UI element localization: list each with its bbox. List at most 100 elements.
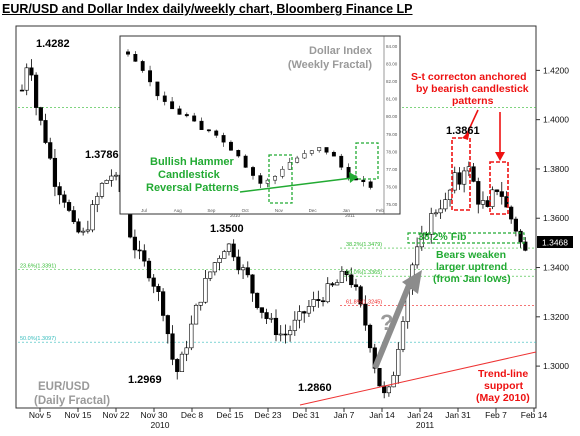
inset-month-label: Dec	[309, 208, 318, 213]
fib-annotation: 38.2% Fib	[418, 231, 466, 243]
date-tick-label: Nov 22	[103, 410, 130, 420]
candle-body	[259, 307, 264, 313]
question-mark: ?	[380, 310, 393, 335]
fib-level-label: 38.2%(1.3479)	[346, 242, 382, 248]
date-tick-label: Feb 14	[521, 410, 548, 420]
candle-body	[90, 204, 95, 231]
inset-candle-body	[331, 152, 336, 157]
year-label: 2011	[416, 420, 435, 430]
candle-body	[382, 385, 387, 394]
candle-body	[48, 142, 53, 159]
hammer-arrow	[239, 177, 353, 193]
candle-body	[302, 311, 307, 314]
candle-body	[151, 277, 156, 287]
inset-candle-body	[177, 108, 182, 115]
inset-candle-body	[140, 61, 145, 71]
candle-body	[264, 312, 269, 319]
candle-body	[85, 229, 90, 232]
fib-levels	[18, 107, 536, 343]
date-tick-label: Nov 5	[29, 410, 51, 420]
candle-body	[518, 230, 523, 243]
candle-body	[217, 258, 222, 263]
bearish-arrow-1-head	[462, 130, 470, 140]
candle-body	[34, 74, 39, 108]
bearish-arrow-1	[465, 109, 479, 137]
inset-candle-body	[155, 81, 160, 97]
hammer-box-1	[268, 154, 293, 204]
inset-candle-body	[126, 51, 130, 55]
price-tick-label: 1.3800	[543, 164, 569, 174]
candle-body	[358, 286, 363, 305]
support-zone	[407, 232, 525, 244]
candle-body	[137, 249, 142, 252]
inset-month-label: Nov	[275, 208, 284, 213]
candle-body	[513, 218, 518, 232]
inset-title-line-1: Dollar Index	[309, 45, 373, 57]
candle-body	[52, 157, 58, 187]
candle-body	[109, 175, 114, 181]
candle-body	[240, 267, 246, 271]
candle-body	[175, 359, 180, 372]
bears-note-line-3: (from Jan lows)	[433, 273, 511, 285]
inset-candle-body	[162, 95, 167, 102]
candle-body	[457, 172, 462, 185]
inset-price-label: 81.00	[386, 97, 398, 102]
candle-body	[184, 347, 189, 355]
date-tick-label: Dec 31	[293, 410, 320, 420]
candle-body	[203, 278, 208, 303]
inset-price-label: 84.00	[386, 44, 398, 49]
candle-body	[438, 208, 443, 214]
price-tick-label: 1.4200	[543, 65, 569, 75]
candle-body	[288, 330, 293, 336]
candle-body	[236, 256, 241, 271]
inset-candle-body	[258, 175, 263, 184]
hammer-note-line-3: Reversal Patterns	[146, 182, 239, 194]
bears-note-line-2: larger uptrend	[436, 261, 507, 273]
candle-body	[386, 386, 391, 394]
candle-body	[66, 202, 72, 211]
candle-body	[424, 233, 429, 236]
candle-body	[367, 324, 373, 349]
candle-body	[76, 221, 81, 233]
inset-frame	[119, 35, 401, 215]
inset-candle-body	[339, 155, 344, 168]
inset-year-label: 2011	[345, 213, 355, 218]
candle-body	[320, 300, 326, 303]
inset-price-label: 78.00	[386, 149, 398, 154]
candle-body	[391, 375, 396, 388]
candle-body	[113, 174, 119, 177]
inset-candle-body	[361, 179, 366, 183]
candle-body	[349, 274, 354, 286]
candle-body	[142, 250, 147, 262]
candle-body	[146, 260, 152, 279]
candle-body	[212, 262, 217, 273]
inset-candle-body	[317, 147, 322, 151]
candle-body	[523, 241, 528, 251]
label-high-3: 1.3500	[210, 223, 244, 235]
inset-month-label: Oct	[242, 208, 250, 213]
fib-level-label: 61.8%(1.3245)	[346, 300, 382, 306]
current-price-label: 1.3468	[542, 238, 568, 248]
trend-note-line-1: Trend-line	[478, 368, 528, 380]
candle-body	[429, 213, 434, 235]
date-tick-label: Nov 15	[65, 410, 92, 420]
candle-body	[29, 67, 34, 76]
candle-body	[278, 333, 283, 336]
inset-month-label: Feb	[376, 208, 384, 213]
inset-candle-body	[184, 114, 189, 117]
inset-candle-body	[302, 153, 307, 159]
year-label: 2010	[151, 420, 170, 430]
candle-body	[250, 274, 255, 294]
candle-body	[353, 284, 359, 288]
hammer-note-line-2: Candlestick	[158, 169, 221, 181]
date-tick-label: Jan 31	[445, 410, 471, 420]
candle-body	[128, 211, 133, 238]
candle-body	[62, 194, 67, 203]
date-tick-label: Jan 14	[369, 410, 395, 420]
candle-body	[344, 270, 349, 276]
price-axis: 1.4200 1.4000 1.3800 1.3600 1.3400 1.3200 1.30…	[536, 65, 569, 371]
price-tick-label: 1.4000	[543, 115, 569, 125]
candle-body	[400, 321, 406, 350]
price-tick-label: 1.3200	[543, 312, 569, 322]
